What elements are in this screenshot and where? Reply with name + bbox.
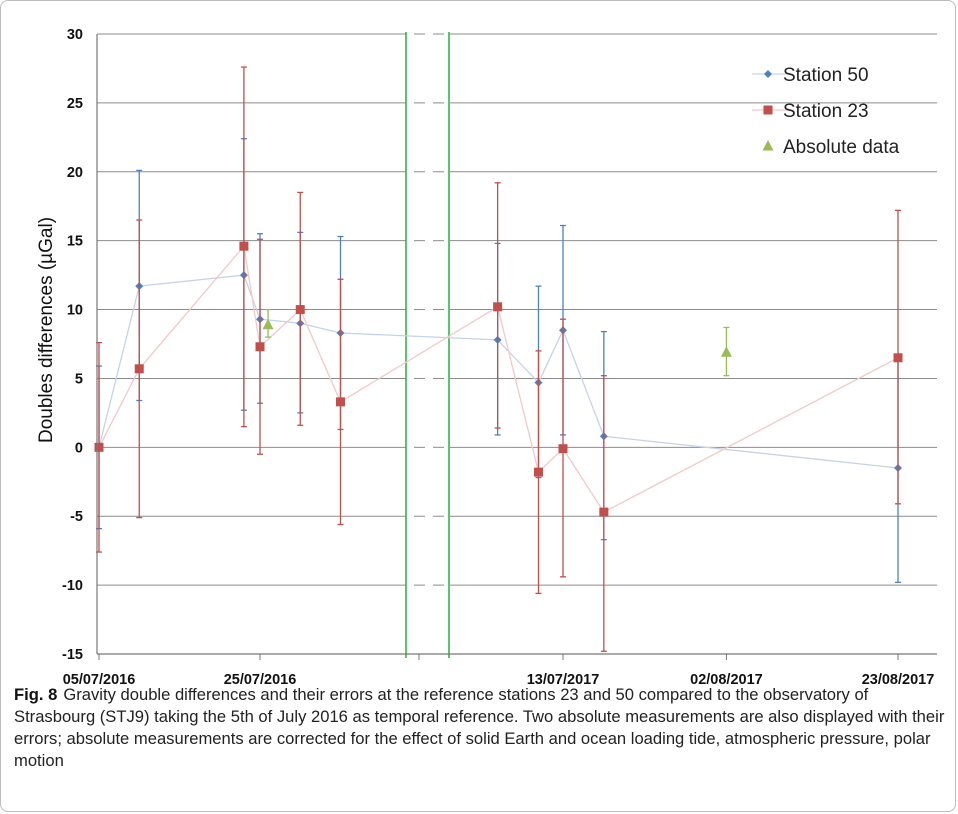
x-tick-label: 02/08/2017 bbox=[690, 672, 763, 684]
marker-diamond bbox=[764, 70, 772, 78]
x-tick-label: 05/07/2016 bbox=[63, 672, 136, 684]
marker-square bbox=[533, 467, 543, 477]
series bbox=[94, 66, 903, 652]
legend-label: Station 23 bbox=[783, 101, 869, 122]
marker-square bbox=[336, 397, 345, 407]
marker-triangle bbox=[720, 346, 732, 357]
y-tick-label: -5 bbox=[70, 509, 83, 525]
caption-text: Gravity double differences and their err… bbox=[14, 685, 945, 770]
marker-square bbox=[255, 342, 265, 352]
y-tick-label: 5 bbox=[75, 371, 83, 387]
figure-caption: Fig. 8 Gravity double differences and the… bbox=[14, 684, 950, 772]
y-tick-label: 10 bbox=[67, 303, 83, 319]
legend: Station 50 Station 23 Absolute data bbox=[752, 65, 900, 158]
caption-label: Fig. 8 bbox=[14, 685, 58, 704]
x-tick-label: 25/07/2016 bbox=[224, 672, 297, 684]
marker-square bbox=[295, 305, 305, 315]
marker-square bbox=[493, 302, 503, 312]
marker-square bbox=[134, 364, 144, 374]
series-station-23 bbox=[94, 66, 903, 652]
marker-triangle bbox=[762, 140, 774, 151]
marker-square bbox=[94, 442, 104, 452]
x-tick-label: 23/08/2017 bbox=[862, 672, 935, 684]
y-tick-label: -15 bbox=[62, 647, 83, 663]
y-tick-label: 0 bbox=[75, 440, 83, 456]
y-tick-label: -10 bbox=[62, 578, 83, 594]
marker-square bbox=[599, 507, 609, 517]
axes: -15 -10 -5 0 5 10 15 20 25 30 05/07/2016 25/07/2016… bbox=[62, 27, 937, 684]
marker-square bbox=[558, 444, 568, 454]
marker-square bbox=[239, 241, 249, 251]
legend-label: Absolute data bbox=[783, 137, 900, 158]
y-tick-label: 20 bbox=[67, 165, 83, 181]
chart: -15 -10 -5 0 5 10 15 20 25 30 05/07/2016 25/07/2016… bbox=[36, 27, 937, 684]
y-tick-label: 30 bbox=[67, 27, 83, 43]
marker-triangle bbox=[262, 318, 274, 330]
x-tick-label: 13/07/2017 bbox=[527, 672, 600, 684]
grid bbox=[97, 33, 937, 655]
y-tick-label: 25 bbox=[67, 96, 83, 112]
y-axis-label: Doubles differences (µGal) bbox=[36, 217, 57, 443]
legend-label: Station 50 bbox=[783, 65, 869, 86]
y-tick-label: 15 bbox=[67, 234, 83, 250]
series-line bbox=[98, 244, 899, 513]
axis-break bbox=[405, 32, 450, 658]
marker-square bbox=[893, 353, 903, 363]
marker-square bbox=[763, 105, 773, 115]
series-absolute-data bbox=[262, 308, 732, 377]
